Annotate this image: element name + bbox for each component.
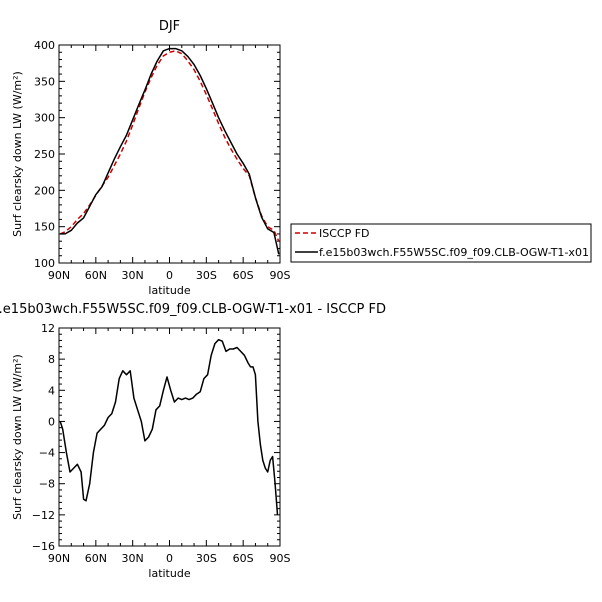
series-line-1 <box>59 338 279 515</box>
x-tick-label: 90S <box>270 269 291 282</box>
x-tick-label: 30N <box>122 552 144 565</box>
x-tick-label: 60S <box>233 552 254 565</box>
y-tick-label: −8 <box>39 478 55 491</box>
x-axis-label: latitude <box>148 284 190 297</box>
x-tick-label: 30N <box>122 269 144 282</box>
x-tick-label: 60S <box>233 269 254 282</box>
x-tick-label: 90N <box>48 552 70 565</box>
y-tick-label: −4 <box>39 447 55 460</box>
y-tick-label: 12 <box>41 322 55 335</box>
djf-line-chart: DJF 90N 60N 30N 0 30S 60S 90S 100 150 200 250 300 350… <box>11 19 592 297</box>
y-tick-label: −12 <box>32 509 55 522</box>
y-tick-label: 350 <box>34 75 55 88</box>
series-line-1 <box>59 50 280 242</box>
y-tick-label: 150 <box>34 221 55 234</box>
y-tick-label: 300 <box>34 112 55 125</box>
y-tick-label: 8 <box>48 353 55 366</box>
y-tick-label: 200 <box>34 184 55 197</box>
legend: ISCCP FD f.e15b03wch.F55W5SC.f09_f09.CLB-… <box>290 223 592 263</box>
y-tick-label: 250 <box>34 148 55 161</box>
chart-title: DJF <box>159 19 180 34</box>
x-tick-label: 60N <box>85 552 107 565</box>
chart-title: f.e15b03wch.F55W5SC.f09_f09.CLB-OGW-T1-x… <box>0 302 386 317</box>
x-tick-label: 60N <box>85 269 107 282</box>
x-tick-label: 0 <box>166 269 173 282</box>
x-tick-label: 90N <box>48 269 70 282</box>
x-tick-label: 30S <box>196 269 217 282</box>
series-line-2 <box>60 47 280 255</box>
legend-label-2: f.e15b03wch.F55W5SC.f09_f09.CLB-OGW-T1-x… <box>319 246 589 259</box>
x-tick-label: 90S <box>270 552 291 565</box>
y-tick-label: 4 <box>48 384 55 397</box>
y-tick-label: 100 <box>34 257 55 270</box>
y-tick-label: 400 <box>34 39 55 52</box>
y-axis-label: Surf clearsky down LW (W/m²) <box>11 354 24 520</box>
y-tick-label: −16 <box>32 540 55 553</box>
x-tick-label: 30S <box>196 552 217 565</box>
legend-label-1: ISCCP FD <box>319 227 370 240</box>
y-tick-label: 0 <box>48 415 55 428</box>
plot-frame <box>58 44 281 264</box>
legend-box <box>290 223 592 263</box>
difference-line-chart: f.e15b03wch.F55W5SC.f09_f09.CLB-OGW-T1-x… <box>0 302 386 580</box>
x-tick-label: 0 <box>166 552 173 565</box>
y-axis-label: Surf clearsky down LW (W/m²) <box>11 71 24 237</box>
x-axis-label: latitude <box>148 567 190 580</box>
